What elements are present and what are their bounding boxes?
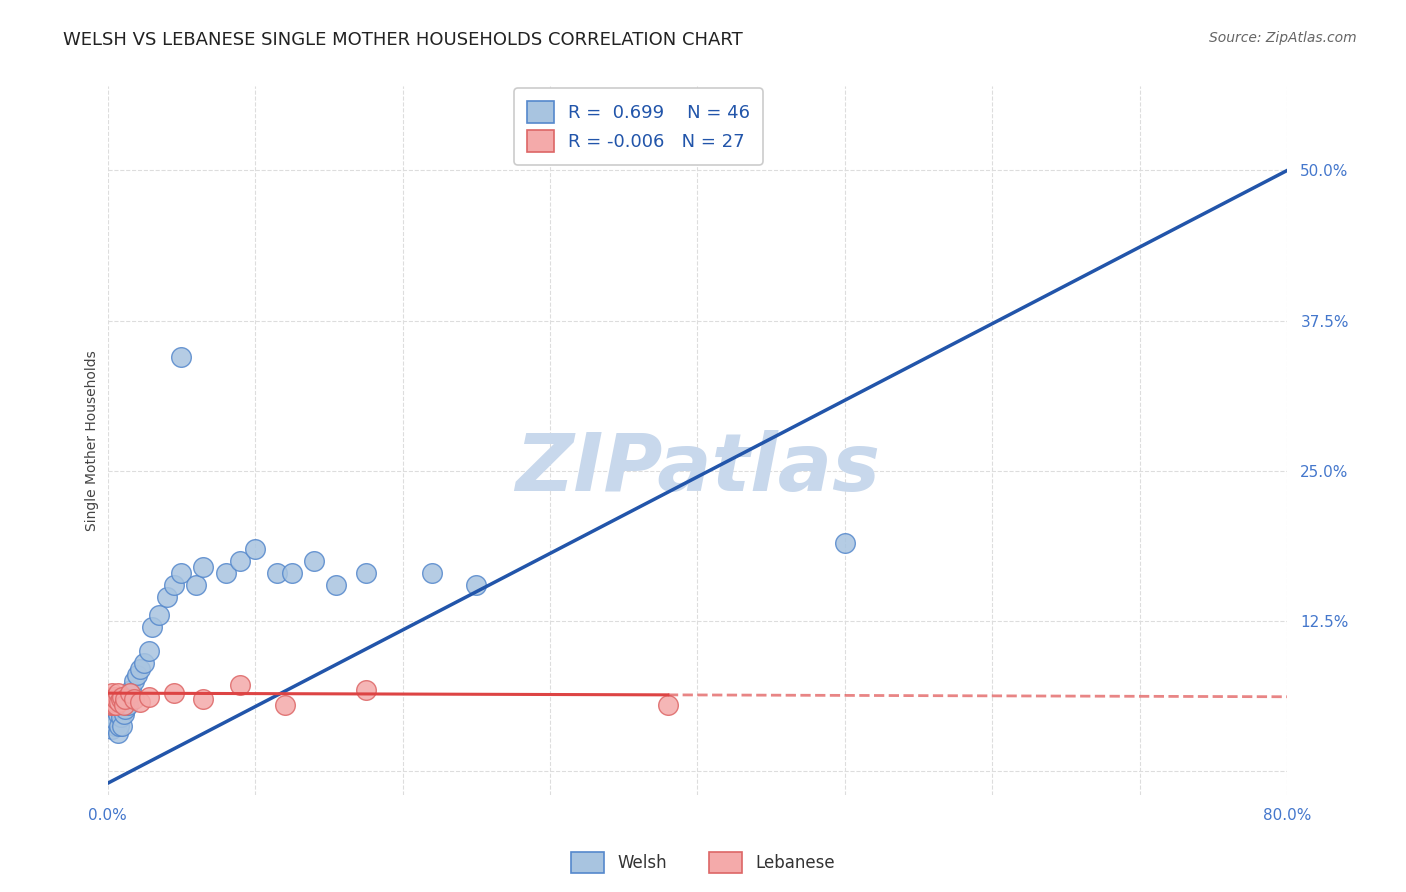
Point: [114, 702, 136, 716]
Point: [101, 722, 124, 736]
Point: [103, 698, 125, 713]
Point: [104, 695, 127, 709]
Text: Source: ZipAtlas.com: Source: ZipAtlas.com: [1209, 31, 1357, 45]
Point: [103, 716, 125, 731]
Point: [103, 692, 125, 706]
Point: [184, 578, 207, 592]
Legend: R =  0.699    N = 46, R = -0.006   N = 27: R = 0.699 N = 46, R = -0.006 N = 27: [515, 88, 763, 165]
Point: [129, 662, 152, 676]
Point: [101, 686, 124, 700]
Y-axis label: Single Mother Households: Single Mother Households: [86, 351, 100, 532]
Point: [266, 566, 288, 580]
Point: [110, 692, 132, 706]
Point: [155, 590, 177, 604]
Point: [110, 710, 132, 724]
Point: [229, 554, 252, 568]
Point: [108, 702, 131, 716]
Point: [115, 692, 138, 706]
Point: [134, 656, 156, 670]
Point: [420, 566, 443, 580]
Point: [229, 678, 252, 692]
Point: [118, 686, 141, 700]
Point: [98, 692, 121, 706]
Point: [193, 560, 215, 574]
Point: [107, 726, 129, 740]
Point: [163, 686, 186, 700]
Point: [105, 714, 128, 728]
Point: [354, 682, 377, 697]
Point: [657, 698, 679, 713]
Point: [114, 692, 136, 706]
Point: [148, 608, 170, 623]
Point: [127, 668, 149, 682]
Point: [834, 536, 856, 550]
Point: [273, 698, 295, 713]
Point: [354, 566, 377, 580]
Point: [112, 698, 135, 713]
Point: [107, 686, 129, 700]
Point: [100, 698, 122, 713]
Text: ZIPatlas: ZIPatlas: [515, 430, 880, 508]
Point: [243, 541, 266, 556]
Point: [108, 718, 131, 732]
Point: [129, 695, 152, 709]
Point: [281, 566, 304, 580]
Point: [105, 698, 128, 713]
Point: [111, 690, 134, 704]
Point: [112, 706, 135, 721]
Point: [105, 692, 128, 706]
Point: [108, 695, 131, 709]
Point: [104, 690, 127, 704]
Point: [103, 692, 125, 706]
Legend: Welsh, Lebanese: Welsh, Lebanese: [564, 846, 842, 880]
Point: [101, 695, 124, 709]
Point: [118, 686, 141, 700]
Point: [193, 692, 215, 706]
Point: [107, 706, 129, 721]
Point: [100, 690, 122, 704]
Point: [170, 566, 193, 580]
Point: [170, 350, 193, 364]
Point: [111, 718, 134, 732]
Point: [117, 698, 139, 713]
Point: [104, 695, 127, 709]
Point: [105, 698, 128, 713]
Point: [163, 578, 186, 592]
Point: [122, 692, 145, 706]
Point: [138, 690, 160, 704]
Point: [302, 554, 325, 568]
Point: [141, 620, 163, 634]
Point: [111, 698, 134, 713]
Point: [465, 578, 488, 592]
Point: [104, 718, 127, 732]
Point: [100, 698, 122, 713]
Text: WELSH VS LEBANESE SINGLE MOTHER HOUSEHOLDS CORRELATION CHART: WELSH VS LEBANESE SINGLE MOTHER HOUSEHOL…: [63, 31, 742, 49]
Point: [120, 682, 142, 697]
Point: [138, 644, 160, 658]
Point: [325, 578, 347, 592]
Point: [101, 706, 124, 721]
Point: [214, 566, 236, 580]
Point: [122, 674, 145, 689]
